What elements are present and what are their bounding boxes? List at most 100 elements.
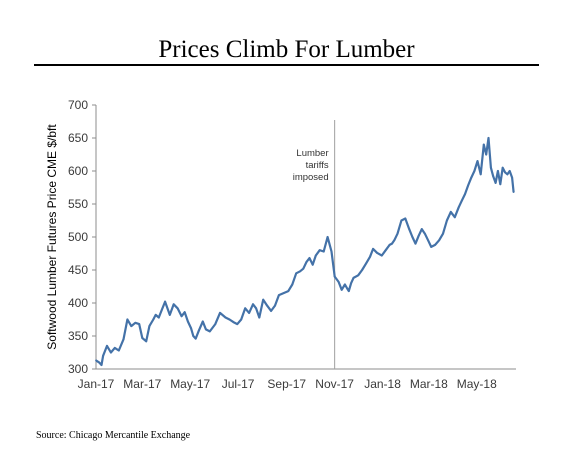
y-tick-label: 600	[68, 164, 88, 178]
data-point	[308, 257, 311, 259]
y-tick-label: 550	[68, 197, 88, 211]
data-point	[152, 318, 155, 321]
data-point	[274, 304, 276, 307]
x-tick-label: Nov-17	[315, 377, 354, 391]
data-point	[388, 244, 391, 246]
data-point	[485, 153, 488, 156]
data-point	[457, 206, 460, 209]
data-point	[240, 318, 243, 321]
data-point	[476, 160, 479, 163]
data-point	[494, 182, 497, 184]
data-point	[302, 267, 305, 270]
data-point	[130, 325, 133, 327]
data-point	[161, 308, 163, 311]
data-point	[110, 351, 112, 354]
data-point	[430, 246, 433, 248]
data-point	[232, 321, 235, 323]
data-point	[148, 325, 151, 327]
data-point	[384, 249, 387, 252]
title-underline	[34, 64, 539, 66]
y-tick-label: 400	[68, 296, 88, 310]
data-point	[190, 327, 192, 329]
data-point	[122, 338, 125, 341]
annotation-text: tariffs	[306, 160, 329, 171]
data-point	[490, 166, 492, 169]
data-point	[287, 290, 290, 292]
data-point	[255, 307, 257, 310]
data-point	[192, 335, 195, 337]
data-point	[194, 337, 197, 340]
data-point	[352, 277, 355, 279]
x-axis: Jan-17 Mar-17 May-17 Jul-17 Sep-17 Nov-17 Jan-…	[78, 368, 516, 391]
data-point	[492, 175, 495, 178]
data-point	[333, 275, 336, 278]
source-note: Source: Chicago Mercantile Exchange	[36, 430, 191, 441]
data-point	[252, 303, 254, 306]
y-tick-label: 700	[68, 98, 88, 112]
data-point	[470, 176, 473, 179]
data-point	[291, 283, 294, 286]
x-tick-label: Jul-17	[222, 377, 255, 391]
data-point	[512, 191, 515, 194]
data-point	[244, 307, 247, 310]
data-point	[145, 340, 148, 343]
y-tick-label: 300	[68, 362, 88, 376]
y-axis-label: Softwood Lumber Futures Price CME $/bft	[45, 124, 59, 350]
data-point	[208, 330, 211, 333]
data-point	[350, 282, 352, 285]
data-point	[361, 269, 363, 271]
x-tick-label: Sep-17	[267, 377, 306, 391]
data-point	[369, 255, 371, 258]
data-point	[187, 320, 189, 323]
data-point	[330, 250, 333, 253]
data-point	[278, 294, 280, 296]
x-tick-label: May-18	[457, 377, 497, 391]
data-point	[347, 290, 350, 292]
data-point	[442, 232, 444, 235]
data-point	[248, 312, 251, 314]
series-group	[95, 136, 515, 367]
data-point	[134, 321, 137, 324]
data-point	[420, 228, 423, 231]
data-point	[417, 234, 420, 237]
data-point	[357, 274, 360, 277]
data-point	[141, 337, 144, 339]
data-point	[100, 364, 103, 366]
data-point	[176, 307, 179, 310]
data-point	[314, 254, 317, 257]
data-point	[258, 316, 261, 319]
data-point	[311, 263, 314, 266]
data-point	[201, 320, 204, 323]
data-point	[511, 176, 513, 179]
data-point	[453, 216, 456, 219]
data-point	[295, 272, 298, 275]
data-point	[482, 143, 485, 146]
data-point	[262, 298, 265, 301]
data-point	[408, 228, 411, 231]
y-tick-label: 500	[68, 230, 88, 244]
data-point	[102, 354, 104, 357]
data-point	[340, 288, 343, 291]
data-point	[479, 173, 482, 176]
data-point	[506, 173, 509, 176]
data-point	[449, 211, 452, 213]
y-axis: 300 350 400 450 500 550 600 650 700	[68, 98, 97, 376]
y-tick-label: 350	[68, 329, 88, 343]
data-point	[393, 239, 396, 242]
data-point	[138, 323, 141, 325]
data-point	[365, 262, 367, 265]
data-point	[438, 239, 440, 242]
data-point	[172, 303, 175, 306]
x-tick-label: May-17	[170, 377, 210, 391]
data-point	[380, 254, 383, 257]
data-point	[224, 316, 227, 319]
data-point	[305, 261, 308, 263]
data-point	[98, 361, 100, 364]
data-point	[372, 248, 374, 250]
data-point	[318, 249, 321, 252]
data-point	[322, 250, 325, 253]
data-point	[126, 318, 129, 321]
data-point	[424, 232, 426, 235]
data-point	[434, 244, 436, 246]
